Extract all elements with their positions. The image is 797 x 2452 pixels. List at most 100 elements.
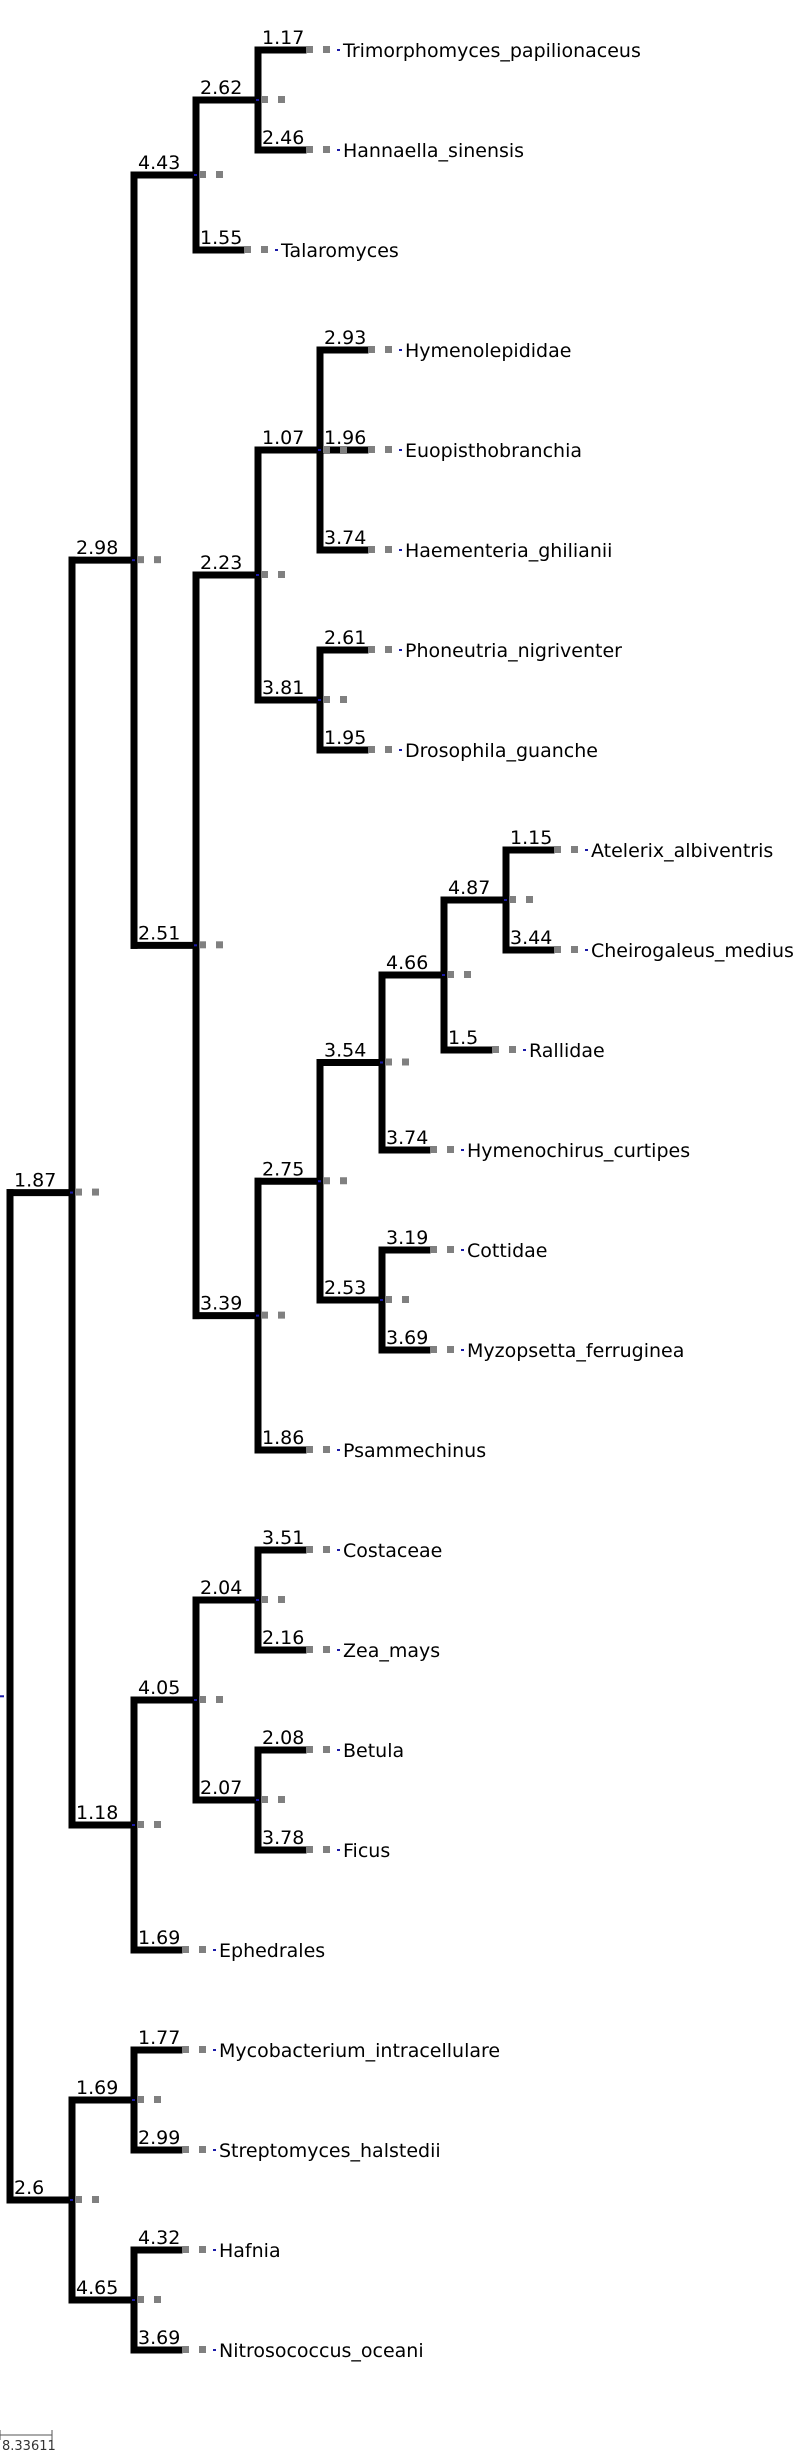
edge-dash xyxy=(306,1646,313,1653)
leaf-label: Hymenochirus_curtipes xyxy=(467,1140,690,1162)
branch-length-label: 3.19 xyxy=(386,1227,428,1249)
leaf-tick xyxy=(213,2349,216,2351)
edge-dash xyxy=(323,1646,330,1653)
branch-length-label: 4.32 xyxy=(138,2227,180,2249)
node-tick xyxy=(256,1799,259,1801)
branch-length-label: 1.07 xyxy=(262,427,304,449)
edge-dash xyxy=(216,171,223,178)
leaf-tick xyxy=(213,1949,216,1951)
node-tick xyxy=(70,1191,73,1194)
edge-dash xyxy=(323,1546,330,1553)
branch-length-label: 2.98 xyxy=(76,537,118,559)
leaf-label: Drosophila_guanche xyxy=(405,740,598,762)
leaf-label: Talaromyces xyxy=(280,240,399,262)
branch-length-label: 2.51 xyxy=(138,922,180,944)
edge-dash xyxy=(278,1311,285,1319)
edge-dash xyxy=(492,1046,499,1053)
edge-dash xyxy=(571,946,578,953)
branch-length-label: 1.18 xyxy=(76,1802,118,1824)
edge-dash xyxy=(554,846,561,853)
leaf-tick xyxy=(461,1149,464,1151)
edge-dash xyxy=(261,1796,268,1803)
edge-dash xyxy=(137,556,144,564)
branch-length-label: 3.39 xyxy=(200,1293,242,1315)
branch-length-label: 4.05 xyxy=(138,1677,180,1699)
leaf-tick xyxy=(337,1849,340,1851)
edge-dash xyxy=(323,446,330,453)
branch-length-label: 3.74 xyxy=(386,1127,428,1149)
node-tick xyxy=(318,699,321,701)
node-tick xyxy=(194,1699,197,1701)
edge-dash xyxy=(554,946,561,953)
edge-dash xyxy=(385,546,392,553)
edge-dash xyxy=(261,571,268,578)
edge-dash xyxy=(199,941,206,949)
edge-dash xyxy=(340,696,347,703)
edge-dash xyxy=(526,896,533,903)
branch-length-label: 4.87 xyxy=(448,877,490,899)
edge-dash xyxy=(278,1796,285,1803)
leaf-label: Trimorphomyces_papilionaceus xyxy=(342,40,641,62)
branch-length-label: 3.69 xyxy=(386,1327,428,1349)
edge-dash xyxy=(385,346,392,353)
edge-dash xyxy=(447,1146,454,1153)
edge-dash xyxy=(278,571,285,578)
edge-dash xyxy=(154,556,161,564)
leaf-label: Hannaella_sinensis xyxy=(343,140,524,162)
edge-dash xyxy=(182,1946,189,1953)
edge-dash xyxy=(340,446,347,453)
edge-dash xyxy=(244,246,251,253)
leaf-label: Rallidae xyxy=(529,1040,605,1062)
node-tick xyxy=(256,99,259,101)
node-tick xyxy=(132,2099,135,2101)
leaf-tick xyxy=(399,449,402,451)
leaf-label: Euopisthobranchia xyxy=(405,440,582,462)
node-tick xyxy=(132,1824,135,1826)
leaf-label: Myzopsetta_ferruginea xyxy=(467,1340,684,1362)
node-tick xyxy=(256,1599,259,1601)
edge-dash xyxy=(261,1596,268,1603)
branch-length-label: 1.17 xyxy=(262,27,304,49)
edge-dash xyxy=(182,2246,189,2253)
branch-length-label: 2.07 xyxy=(200,1777,242,1799)
leaf-label: Haementeria_ghilianii xyxy=(405,540,612,562)
edge-dash xyxy=(447,1246,454,1253)
edge-dash xyxy=(323,46,330,53)
branch-length-label: 4.65 xyxy=(76,2277,118,2299)
leaf-label: Hymenolepididae xyxy=(405,340,571,362)
leaf-tick xyxy=(337,1649,340,1651)
branch-length-label: 3.54 xyxy=(324,1040,366,1062)
branch-length-label: 2.04 xyxy=(200,1577,242,1599)
leaf-tick xyxy=(213,2249,216,2251)
leaf-label: Ficus xyxy=(343,1840,390,1862)
leaf-tick xyxy=(399,349,402,351)
edge-dash xyxy=(137,2096,144,2103)
branch-length-label: 2.16 xyxy=(262,1627,304,1649)
node-tick xyxy=(504,899,507,901)
branch-length-label: 2.46 xyxy=(262,127,304,149)
leaf-tick xyxy=(213,2149,216,2151)
branch-length-label: 2.62 xyxy=(200,77,242,99)
scale-bar-label: 8.33611 xyxy=(2,2439,56,2452)
leaf-label: Atelerix_albiventris xyxy=(591,840,773,862)
edge-dash xyxy=(430,1146,437,1153)
tree-marks xyxy=(0,46,588,2353)
edge-dash xyxy=(216,941,223,949)
branch-length-label: 2.6 xyxy=(14,2177,44,2199)
scale-bar: 8.33611 xyxy=(0,2430,56,2452)
branch-length-label: 3.69 xyxy=(138,2327,180,2349)
leaf-tick xyxy=(523,1049,526,1051)
edge-dash xyxy=(340,1177,347,1185)
leaf-label: Hafnia xyxy=(219,2240,281,2262)
edge-dash xyxy=(75,1188,82,1196)
edge-dash xyxy=(137,1821,144,1828)
leaf-tick xyxy=(337,1549,340,1551)
leaf-label: Mycobacterium_intracellulare xyxy=(219,2040,500,2062)
node-tick xyxy=(70,2199,73,2201)
leaf-label: Phoneutria_nigriventer xyxy=(405,640,622,662)
edge-dash xyxy=(92,2196,99,2203)
edge-dash xyxy=(447,1346,454,1353)
leaf-tick xyxy=(275,249,278,251)
branch-length-label: 1.96 xyxy=(324,427,366,449)
edge-dash xyxy=(571,846,578,853)
